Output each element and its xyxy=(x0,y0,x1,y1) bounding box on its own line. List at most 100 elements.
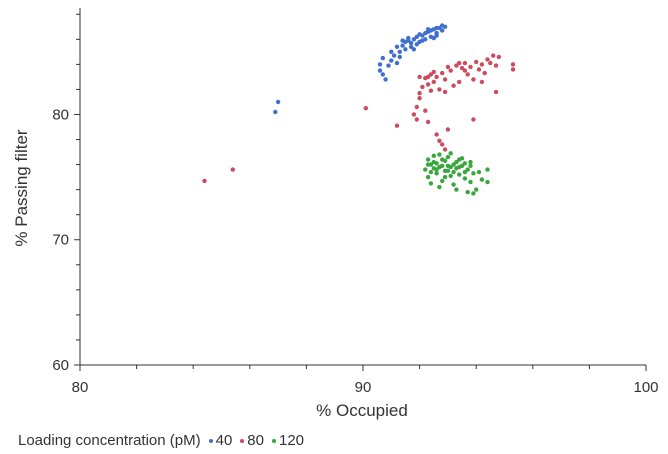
data-point xyxy=(454,63,459,68)
data-point xyxy=(411,47,417,52)
legend-item-40: 40 xyxy=(208,432,232,449)
data-point xyxy=(428,72,434,77)
data-point xyxy=(425,82,431,87)
x-tick-label: 100 xyxy=(633,379,658,396)
data-point xyxy=(431,79,436,85)
data-point xyxy=(434,132,439,137)
data-point xyxy=(442,89,448,95)
legend-title: Loading concentration (pM) xyxy=(18,432,201,449)
data-point xyxy=(414,117,419,122)
data-point xyxy=(417,32,422,37)
data-point xyxy=(423,30,428,36)
data-point xyxy=(462,68,468,73)
axes: 80 90 100 60 70 80 xyxy=(52,8,659,396)
legend-swatch-120 xyxy=(271,438,276,443)
data-point xyxy=(440,23,445,28)
data-point xyxy=(442,168,448,173)
data-point xyxy=(468,163,473,168)
data-point xyxy=(389,49,394,54)
data-point xyxy=(434,161,439,166)
data-point xyxy=(485,57,490,62)
data-point xyxy=(451,162,456,167)
data-point xyxy=(445,127,451,132)
data-point xyxy=(440,142,445,147)
y-axis-title: % Passing filter xyxy=(12,129,31,246)
data-point xyxy=(397,49,402,54)
data-point xyxy=(420,84,425,90)
data-point xyxy=(476,169,482,175)
data-point xyxy=(476,67,482,72)
data-point xyxy=(442,174,448,180)
data-point xyxy=(377,62,383,67)
y-tick-label: 60 xyxy=(52,357,69,374)
data-point xyxy=(454,159,459,165)
data-point xyxy=(386,63,391,68)
data-point xyxy=(485,167,490,172)
data-point xyxy=(437,138,442,143)
data-point xyxy=(434,25,439,31)
data-point xyxy=(420,38,425,43)
data-point xyxy=(377,68,383,73)
data-point xyxy=(474,59,479,65)
data-point xyxy=(440,178,445,184)
data-point xyxy=(431,153,436,158)
data-point xyxy=(457,172,462,177)
data-point xyxy=(403,47,408,52)
data-point xyxy=(389,58,394,63)
data-point xyxy=(442,147,448,152)
data-point xyxy=(437,152,442,157)
data-point xyxy=(465,167,470,172)
data-point xyxy=(423,167,428,172)
data-point xyxy=(400,38,405,43)
data-point xyxy=(485,179,490,185)
data-point xyxy=(488,60,493,66)
data-point xyxy=(391,53,397,58)
data-point xyxy=(434,167,439,172)
legend-item-80: 80 xyxy=(240,432,264,449)
data-point xyxy=(479,177,485,182)
series-40 xyxy=(273,23,448,115)
data-point xyxy=(411,37,417,42)
series-120 xyxy=(423,151,490,196)
data-point xyxy=(462,176,468,181)
data-point xyxy=(468,159,473,165)
data-point xyxy=(451,169,456,175)
data-point xyxy=(474,187,479,192)
data-point xyxy=(414,42,419,47)
data-point xyxy=(459,156,465,161)
data-point xyxy=(471,117,476,122)
data-point xyxy=(457,79,462,85)
data-point xyxy=(459,65,465,71)
data-point xyxy=(510,67,516,72)
data-point xyxy=(428,169,434,175)
data-point xyxy=(275,99,281,105)
data-point xyxy=(425,157,431,162)
y-tick-label: 70 xyxy=(52,232,69,249)
legend-swatch-40 xyxy=(208,438,213,443)
data-point xyxy=(423,108,428,113)
data-point xyxy=(462,60,468,66)
legend-item-120: 120 xyxy=(271,432,304,449)
data-point xyxy=(457,164,462,170)
data-point xyxy=(434,33,439,38)
data-point xyxy=(451,182,456,187)
data-point xyxy=(400,43,405,48)
data-point xyxy=(425,174,431,180)
data-point xyxy=(440,28,445,33)
data-point xyxy=(383,77,388,82)
data-point xyxy=(479,62,485,67)
data-point xyxy=(462,169,468,175)
data-point xyxy=(448,68,453,73)
data-point xyxy=(380,72,385,77)
data-point xyxy=(431,35,436,41)
data-point xyxy=(471,171,476,176)
data-point xyxy=(471,77,476,82)
data-point xyxy=(230,167,235,172)
data-point xyxy=(394,44,400,49)
data-point xyxy=(363,106,368,111)
data-point xyxy=(417,91,422,96)
data-point xyxy=(457,60,462,66)
data-point xyxy=(273,109,278,115)
data-point xyxy=(471,191,476,196)
